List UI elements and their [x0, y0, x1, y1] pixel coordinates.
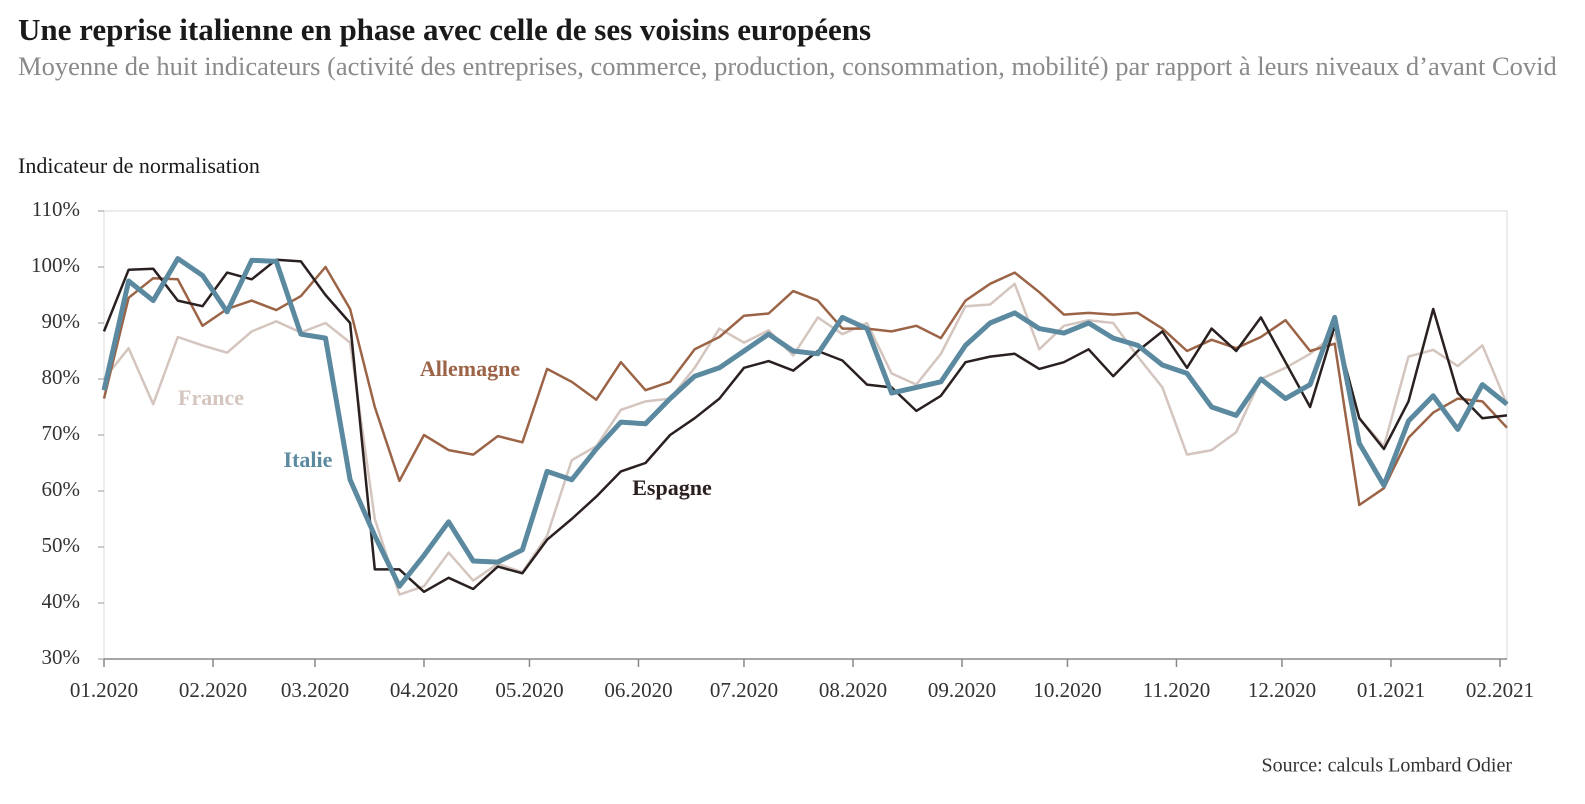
series-line [103, 282, 1509, 596]
series-line [101, 256, 1509, 589]
x-tick-label: 02.2021 [1466, 678, 1534, 702]
series-label: Espagne [632, 475, 712, 500]
series-label: Italie [284, 447, 333, 472]
y-tick-label: 50% [42, 533, 81, 557]
x-tick-label: 10.2020 [1033, 678, 1101, 702]
y-tick-label: 110% [32, 197, 80, 221]
y-tick-label: 60% [42, 477, 81, 501]
x-tick-label: 12.2020 [1248, 678, 1316, 702]
chart-subtitle: Moyenne de huit indicateurs (activité de… [18, 51, 1557, 81]
x-tick-label: 01.2021 [1357, 678, 1425, 702]
x-tick-label: 09.2020 [928, 678, 996, 702]
series-line [102, 258, 1508, 594]
x-tick-label: 05.2020 [495, 678, 563, 702]
y-tick-label: 70% [42, 421, 81, 445]
y-tick-label: 90% [42, 309, 81, 333]
chart-title: Une reprise italienne en phase avec cell… [18, 12, 872, 47]
series-line [102, 265, 1508, 507]
x-tick-label: 11.2020 [1143, 678, 1210, 702]
x-tick-label: 03.2020 [281, 678, 349, 702]
y-tick-label: 30% [42, 645, 81, 669]
y-tick-label: 100% [31, 253, 80, 277]
x-tick-label: 02.2020 [179, 678, 247, 702]
x-tick-label: 08.2020 [819, 678, 887, 702]
x-tick-label: 04.2020 [390, 678, 458, 702]
source: Source: calculs Lombard Odier [1262, 755, 1513, 777]
y-axis-label: Indicateur de normalisation [18, 153, 260, 178]
x-tick-label: 01.2020 [70, 678, 138, 702]
x-tick-label: 06.2020 [604, 678, 672, 702]
y-tick-label: 40% [42, 589, 81, 613]
series-label: France [178, 385, 244, 410]
y-tick-label: 80% [42, 365, 81, 389]
series-label: Allemagne [420, 356, 520, 381]
x-tick-label: 07.2020 [710, 678, 778, 702]
